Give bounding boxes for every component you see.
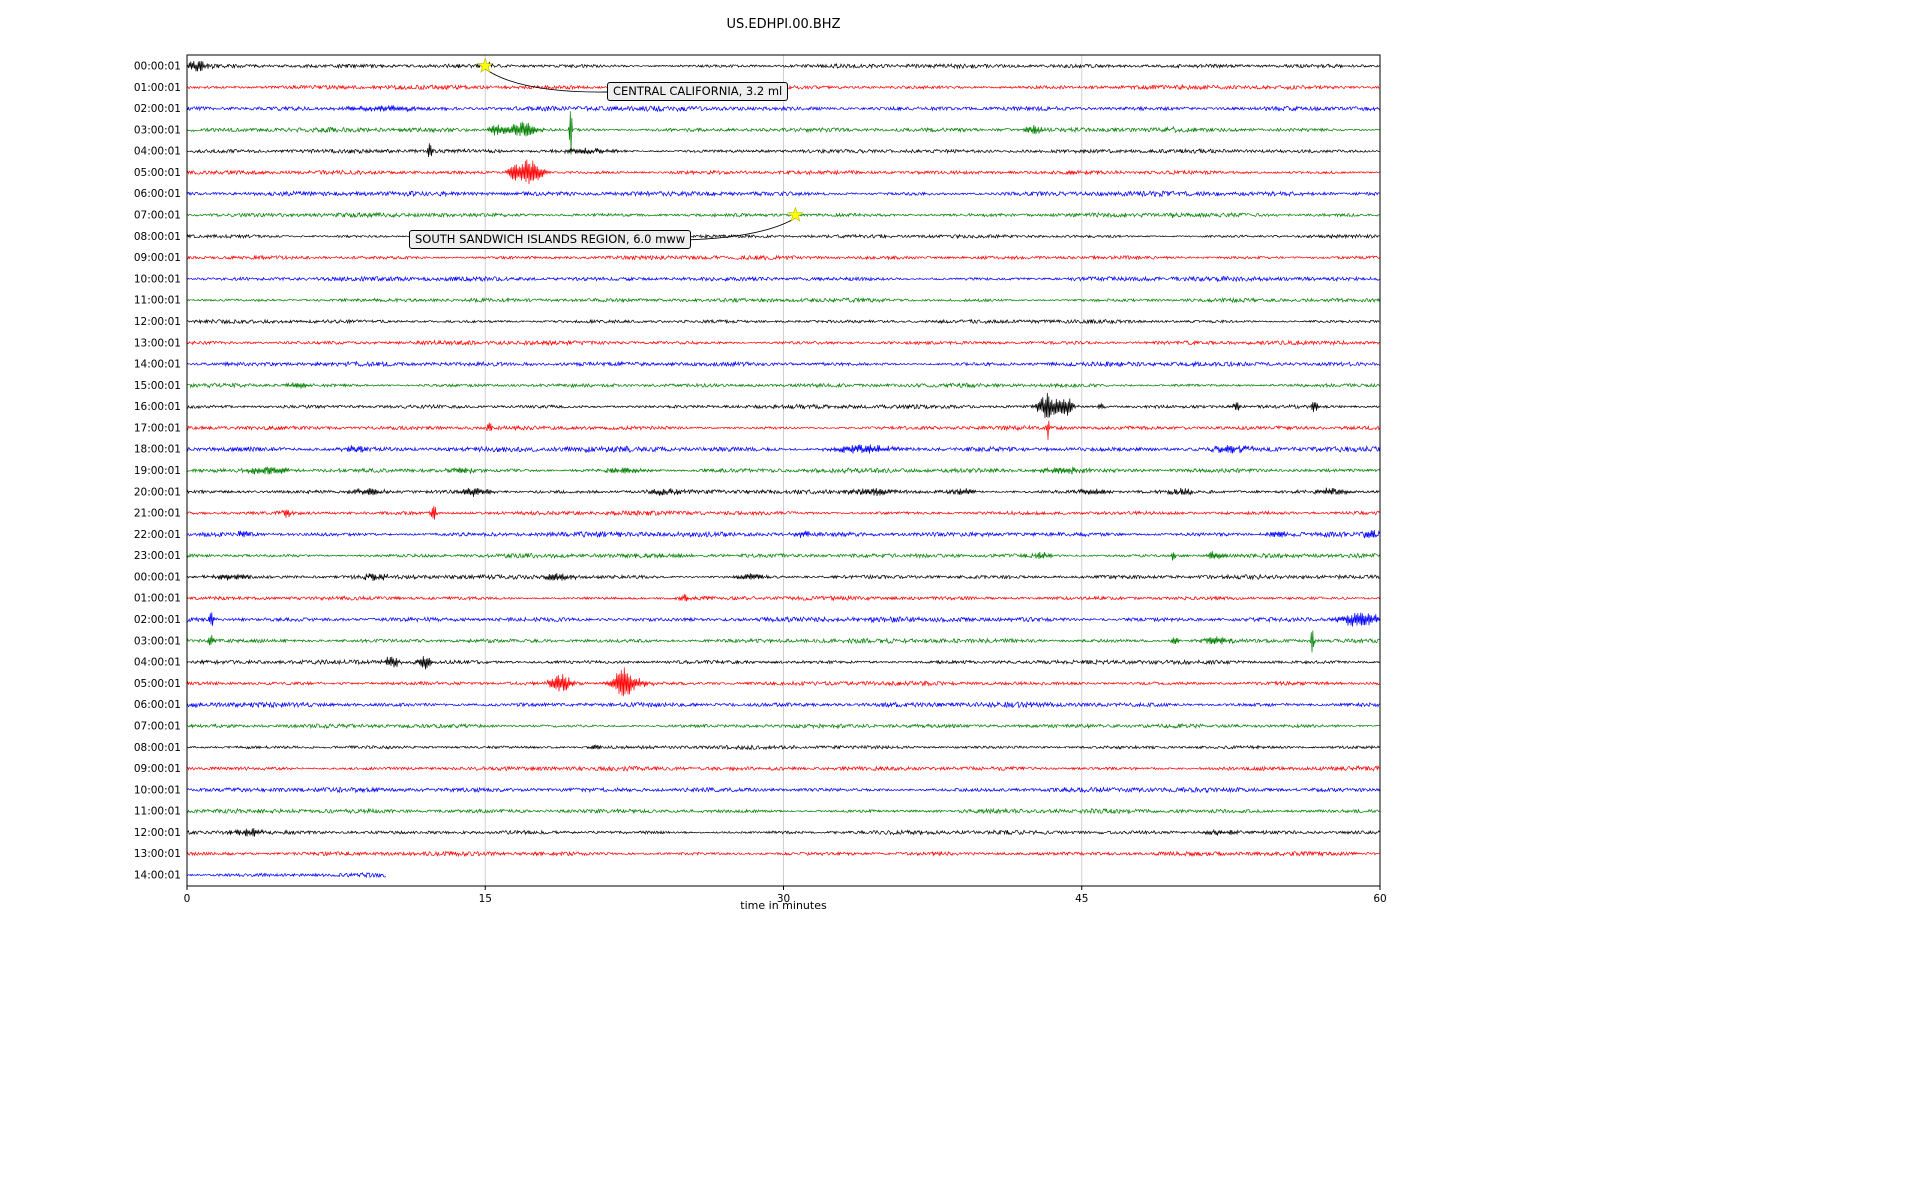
trace-row-label: 02:00:01 xyxy=(134,614,181,626)
seismogram-trace xyxy=(186,612,1380,627)
event-star-marker xyxy=(477,57,494,73)
trace-row-label: 12:00:01 xyxy=(134,316,181,328)
seismogram-trace xyxy=(186,487,1380,497)
x-tick-label: 60 xyxy=(1373,893,1386,905)
trace-row-label: 05:00:01 xyxy=(134,167,181,179)
trace-row-label: 04:00:01 xyxy=(134,146,181,158)
seismogram-trace xyxy=(186,506,1380,520)
seismogram-trace xyxy=(186,275,1380,283)
x-tick-label: 0 xyxy=(184,893,191,905)
seismogram-trace xyxy=(186,786,1380,794)
seismogram-trace xyxy=(186,105,1380,113)
seismogram-trace xyxy=(186,551,1380,561)
seismogram-trace xyxy=(186,159,1380,185)
seismogram-trace xyxy=(186,700,1380,709)
seismogram-trace xyxy=(186,392,1380,418)
trace-group xyxy=(186,60,1380,879)
trace-row-label: 03:00:01 xyxy=(134,635,181,647)
seismogram-trace xyxy=(186,656,1380,670)
seismogram-trace xyxy=(186,764,1380,772)
seismogram-trace xyxy=(186,190,1380,198)
seismogram-trace xyxy=(186,296,1380,304)
trace-row-label: 11:00:01 xyxy=(134,806,181,818)
annotation-connector xyxy=(682,217,796,241)
trace-row-label: 17:00:01 xyxy=(134,422,181,434)
seismogram-trace xyxy=(186,360,1380,368)
trace-row-label: 18:00:01 xyxy=(134,444,181,456)
trace-row-label: 01:00:01 xyxy=(134,82,181,94)
seismogram-trace xyxy=(186,807,1380,815)
seismogram-trace xyxy=(186,573,1380,581)
trace-row-label: 20:00:01 xyxy=(134,486,181,498)
seismogram-trace xyxy=(186,111,1380,155)
trace-row-label: 03:00:01 xyxy=(134,124,181,136)
seismogram-trace xyxy=(186,667,1380,697)
trace-row-label: 16:00:01 xyxy=(134,401,181,413)
seismogram-trace xyxy=(186,318,1380,325)
seismogram-trace xyxy=(186,871,387,879)
trace-row-label: 06:00:01 xyxy=(134,699,181,711)
seismogram-trace xyxy=(186,211,1380,219)
seismogram-trace xyxy=(186,382,1380,389)
seismogram-trace xyxy=(186,722,1380,730)
event-annotation-south-sandwich: SOUTH SANDWICH ISLANDS REGION, 6.0 mww xyxy=(409,230,692,249)
trace-row-label: 07:00:01 xyxy=(134,210,181,222)
x-tick-label: 30 xyxy=(777,893,790,905)
trace-row-label: 02:00:01 xyxy=(134,103,181,115)
trace-row-label: 08:00:01 xyxy=(134,742,181,754)
trace-row-label: 10:00:01 xyxy=(134,784,181,796)
trace-row-label: 08:00:01 xyxy=(134,231,181,243)
trace-row-label: 07:00:01 xyxy=(134,720,181,732)
seismogram-trace xyxy=(186,233,1380,240)
seismogram-trace xyxy=(186,630,1380,653)
seismogram-trace xyxy=(186,530,1380,539)
x-tick-label: 15 xyxy=(479,893,492,905)
trace-row-label: 09:00:01 xyxy=(134,252,181,264)
trace-row-label: 01:00:01 xyxy=(134,593,181,605)
trace-row-label: 04:00:01 xyxy=(134,657,181,669)
seismogram-trace xyxy=(186,60,1380,72)
trace-row-label: 22:00:01 xyxy=(134,529,181,541)
trace-row-label: 13:00:01 xyxy=(134,848,181,860)
trace-row-label: 21:00:01 xyxy=(134,508,181,520)
x-axis-label: time in minutes xyxy=(740,899,827,912)
plot-title: US.EDHPI.00.BHZ xyxy=(726,17,841,32)
seismogram-trace xyxy=(186,420,1380,441)
trace-row-label: 06:00:01 xyxy=(134,188,181,200)
trace-row-label: 10:00:01 xyxy=(134,273,181,285)
trace-row-label: 12:00:01 xyxy=(134,827,181,839)
seismogram-trace xyxy=(186,850,1380,858)
trace-row-label: 15:00:01 xyxy=(134,380,181,392)
trace-row-label: 19:00:01 xyxy=(134,465,181,477)
seismogram-trace xyxy=(186,339,1380,347)
trace-row-label: 14:00:01 xyxy=(134,359,181,371)
seismogram-trace xyxy=(186,143,1380,158)
seismogram-trace xyxy=(186,744,1380,751)
seismogram-trace xyxy=(186,444,1380,454)
annotation-connector xyxy=(485,68,608,93)
trace-row-label: 14:00:01 xyxy=(134,870,181,882)
trace-row-label: 23:00:01 xyxy=(134,550,181,562)
seismogram-trace xyxy=(186,828,1380,837)
seismogram-trace xyxy=(186,466,1380,475)
event-annotation-central-california: CENTRAL CALIFORNIA, 3.2 ml xyxy=(607,82,789,101)
event-star-marker xyxy=(787,206,804,222)
trace-row-label: 13:00:01 xyxy=(134,337,181,349)
x-tick-label: 45 xyxy=(1075,893,1088,905)
trace-row-label: 00:00:01 xyxy=(134,571,181,583)
trace-row-label: 05:00:01 xyxy=(134,678,181,690)
trace-row-label: 00:00:01 xyxy=(134,61,181,73)
seismogram-trace xyxy=(186,593,1380,602)
seismogram-trace xyxy=(186,254,1380,261)
trace-row-label: 11:00:01 xyxy=(134,295,181,307)
trace-row-label: 09:00:01 xyxy=(134,763,181,775)
